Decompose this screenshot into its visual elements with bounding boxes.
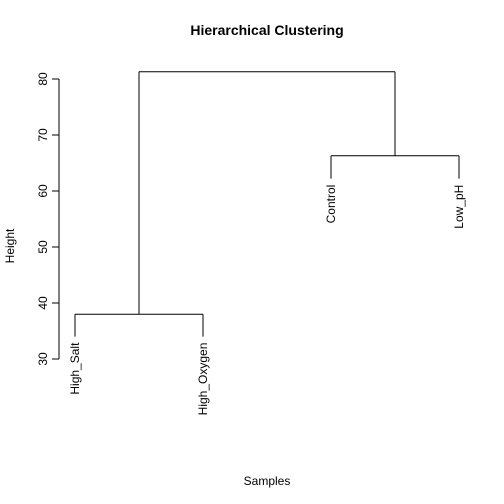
leaf-label: High_Salt	[68, 342, 82, 395]
y-axis: 30 40 50 60 70 80	[36, 72, 60, 366]
dendrogram-tree	[74, 71, 460, 337]
y-tick-label: 60	[36, 184, 50, 198]
chart-title: Hierarchical Clustering	[190, 22, 343, 38]
y-tick-label: 50	[36, 240, 50, 254]
leaf-label: Control	[324, 185, 338, 224]
leaf-label: Low_pH	[452, 185, 466, 229]
y-tick-label: 30	[36, 352, 50, 366]
y-tick-label: 80	[36, 72, 50, 86]
y-axis-label: Height	[3, 228, 17, 263]
leaf-label: High_Oxygen	[196, 343, 210, 416]
x-axis-label: Samples	[244, 474, 291, 488]
y-tick-label: 40	[36, 296, 50, 310]
leaf-labels: High_Salt High_Oxygen Control Low_pH	[68, 185, 466, 416]
y-tick-label: 70	[36, 128, 50, 142]
